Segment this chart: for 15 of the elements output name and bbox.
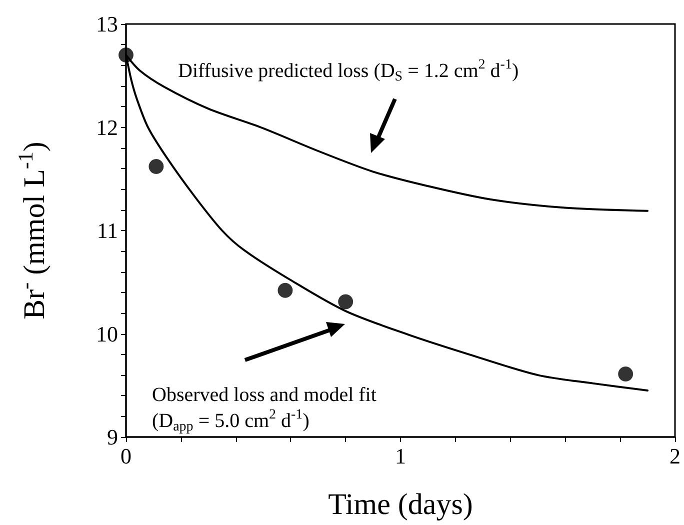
point [278, 282, 293, 298]
x-tick-label: 0 [120, 444, 132, 468]
y-axis-title: Br- (mmol L-1) [14, 142, 51, 320]
y-tick-label: 13 [96, 12, 118, 36]
y-tick-label: 10 [96, 321, 118, 346]
y-tick-label: 11 [96, 218, 118, 243]
point [338, 294, 354, 310]
y-tick-label: 9 [107, 424, 118, 450]
x-tick-label: 1 [395, 444, 406, 468]
point [618, 366, 634, 382]
x-axis-title: Time (days) [328, 488, 473, 521]
point [148, 158, 164, 174]
y-tick-label: 12 [96, 114, 118, 140]
point [118, 47, 134, 62]
x-tick-label: 2 [670, 444, 680, 468]
